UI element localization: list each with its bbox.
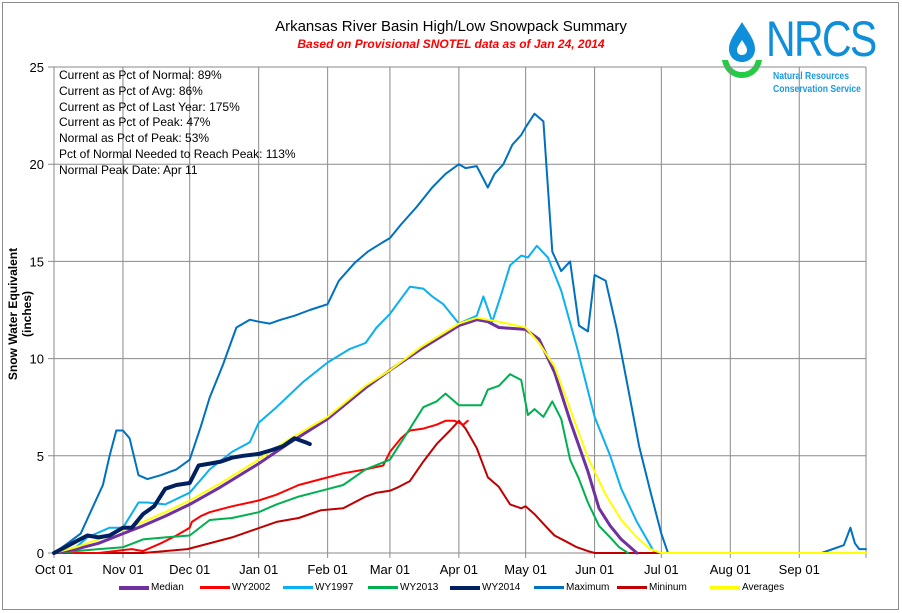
legend-label: Averages [742, 582, 785, 593]
series-line-wy2013 [53, 373, 629, 554]
y-axis-label: Snow Water Equivalent (inches) [6, 247, 34, 381]
series-line-wy2002 [53, 419, 469, 554]
legend-swatch [450, 585, 480, 590]
stat-peak-date: Normal Peak Date: Apr 11 [59, 162, 198, 177]
x-tick-label: May 01 [504, 562, 547, 577]
y-tick-label: 5 [37, 449, 44, 464]
chart-subtitle: Based on Provisional SNOTEL data as of J… [297, 37, 605, 51]
series-lines [52, 112, 867, 555]
chart-title: Arkansas River Basin High/Low Snowpack S… [275, 18, 627, 35]
x-tick-label: Jul 01 [644, 562, 679, 577]
legend-label: WY2002 [232, 582, 271, 593]
legend-swatch [119, 585, 149, 590]
legend-item-wy1997: WY1997 [283, 582, 353, 593]
legend-swatch [283, 586, 313, 589]
tick-labels: 0 5 10 15 20 25 Oct 01 Nov 01 Dec 01 Jan 01 Feb 01… [30, 60, 820, 577]
logo-subtitle-line1: Natural Resources [773, 71, 850, 82]
logo-subtitle-line2: Conservation Service [773, 84, 861, 95]
legend-item-wy2014: WY2014 [450, 582, 520, 593]
stat-pct-last-year: Current as Pct of Last Year: 175% [59, 99, 240, 114]
series-line-maximum [53, 112, 867, 554]
series-line-median [52, 318, 639, 555]
legend-label: WY1997 [315, 582, 354, 593]
series-line-mininum [53, 419, 867, 554]
stat-pct-peak: Current as Pct of Peak: 47% [59, 115, 211, 130]
legend-item-averages: Averages [710, 582, 784, 593]
y-tick-label: 20 [30, 157, 44, 172]
x-tick-label: Oct 01 [35, 562, 73, 577]
stat-normal-pct-peak: Normal as Pct of Peak: 53% [59, 131, 210, 146]
legend-swatch [710, 586, 740, 589]
x-tick-label: Mar 01 [370, 562, 410, 577]
series-line-wy1997 [53, 244, 656, 554]
legend-swatch [534, 586, 564, 589]
legend-label: WY2014 [482, 582, 521, 593]
stat-pct-needed: Pct of Normal Needed to Reach Peak: 113% [59, 146, 296, 161]
y-tick-label: 10 [30, 352, 44, 367]
stats-annotations: Current as Pct of Normal: 89% Current as… [59, 68, 296, 179]
x-tick-label: Jan 01 [239, 562, 278, 577]
y-tick-label: 25 [30, 60, 44, 75]
legend-label: Mininum [649, 582, 687, 593]
x-tick-label: Dec 01 [169, 562, 210, 577]
water-drop-icon [722, 22, 762, 78]
legend-label: WY2013 [400, 582, 439, 593]
x-tick-label: Feb 01 [307, 562, 347, 577]
legend-item-mininum: Mininum [617, 582, 687, 593]
stat-pct-normal: Current as Pct of Normal: 89% [59, 68, 222, 82]
stat-pct-avg: Current as Pct of Avg: 86% [59, 83, 203, 98]
series-line-wy2014 [52, 436, 312, 555]
x-tick-label: Aug 01 [710, 562, 751, 577]
x-tick-label: Jun 01 [575, 562, 614, 577]
legend-swatch [617, 586, 647, 589]
legend-item-wy2002: WY2002 [200, 582, 270, 593]
x-tick-label: Nov 01 [102, 562, 143, 577]
y-tick-label: 15 [30, 254, 44, 269]
legend-swatch [200, 586, 230, 589]
legend-item-maximum: Maximum [534, 582, 609, 593]
logo-text: NRCS [766, 11, 877, 67]
x-tick-label: Apr 01 [440, 562, 478, 577]
y-tick-label: 0 [37, 546, 44, 561]
legend-label: Maximum [566, 582, 610, 593]
x-tick-label: Sep 01 [779, 562, 820, 577]
series-line-averages [53, 316, 867, 554]
legend-swatch [368, 586, 398, 589]
nrcs-logo: NRCS Natural Resources Conservation Serv… [718, 11, 878, 100]
legend-item-wy2013: WY2013 [368, 582, 438, 593]
legend-item-median: Median [119, 582, 184, 593]
legend-label: Median [151, 582, 184, 593]
